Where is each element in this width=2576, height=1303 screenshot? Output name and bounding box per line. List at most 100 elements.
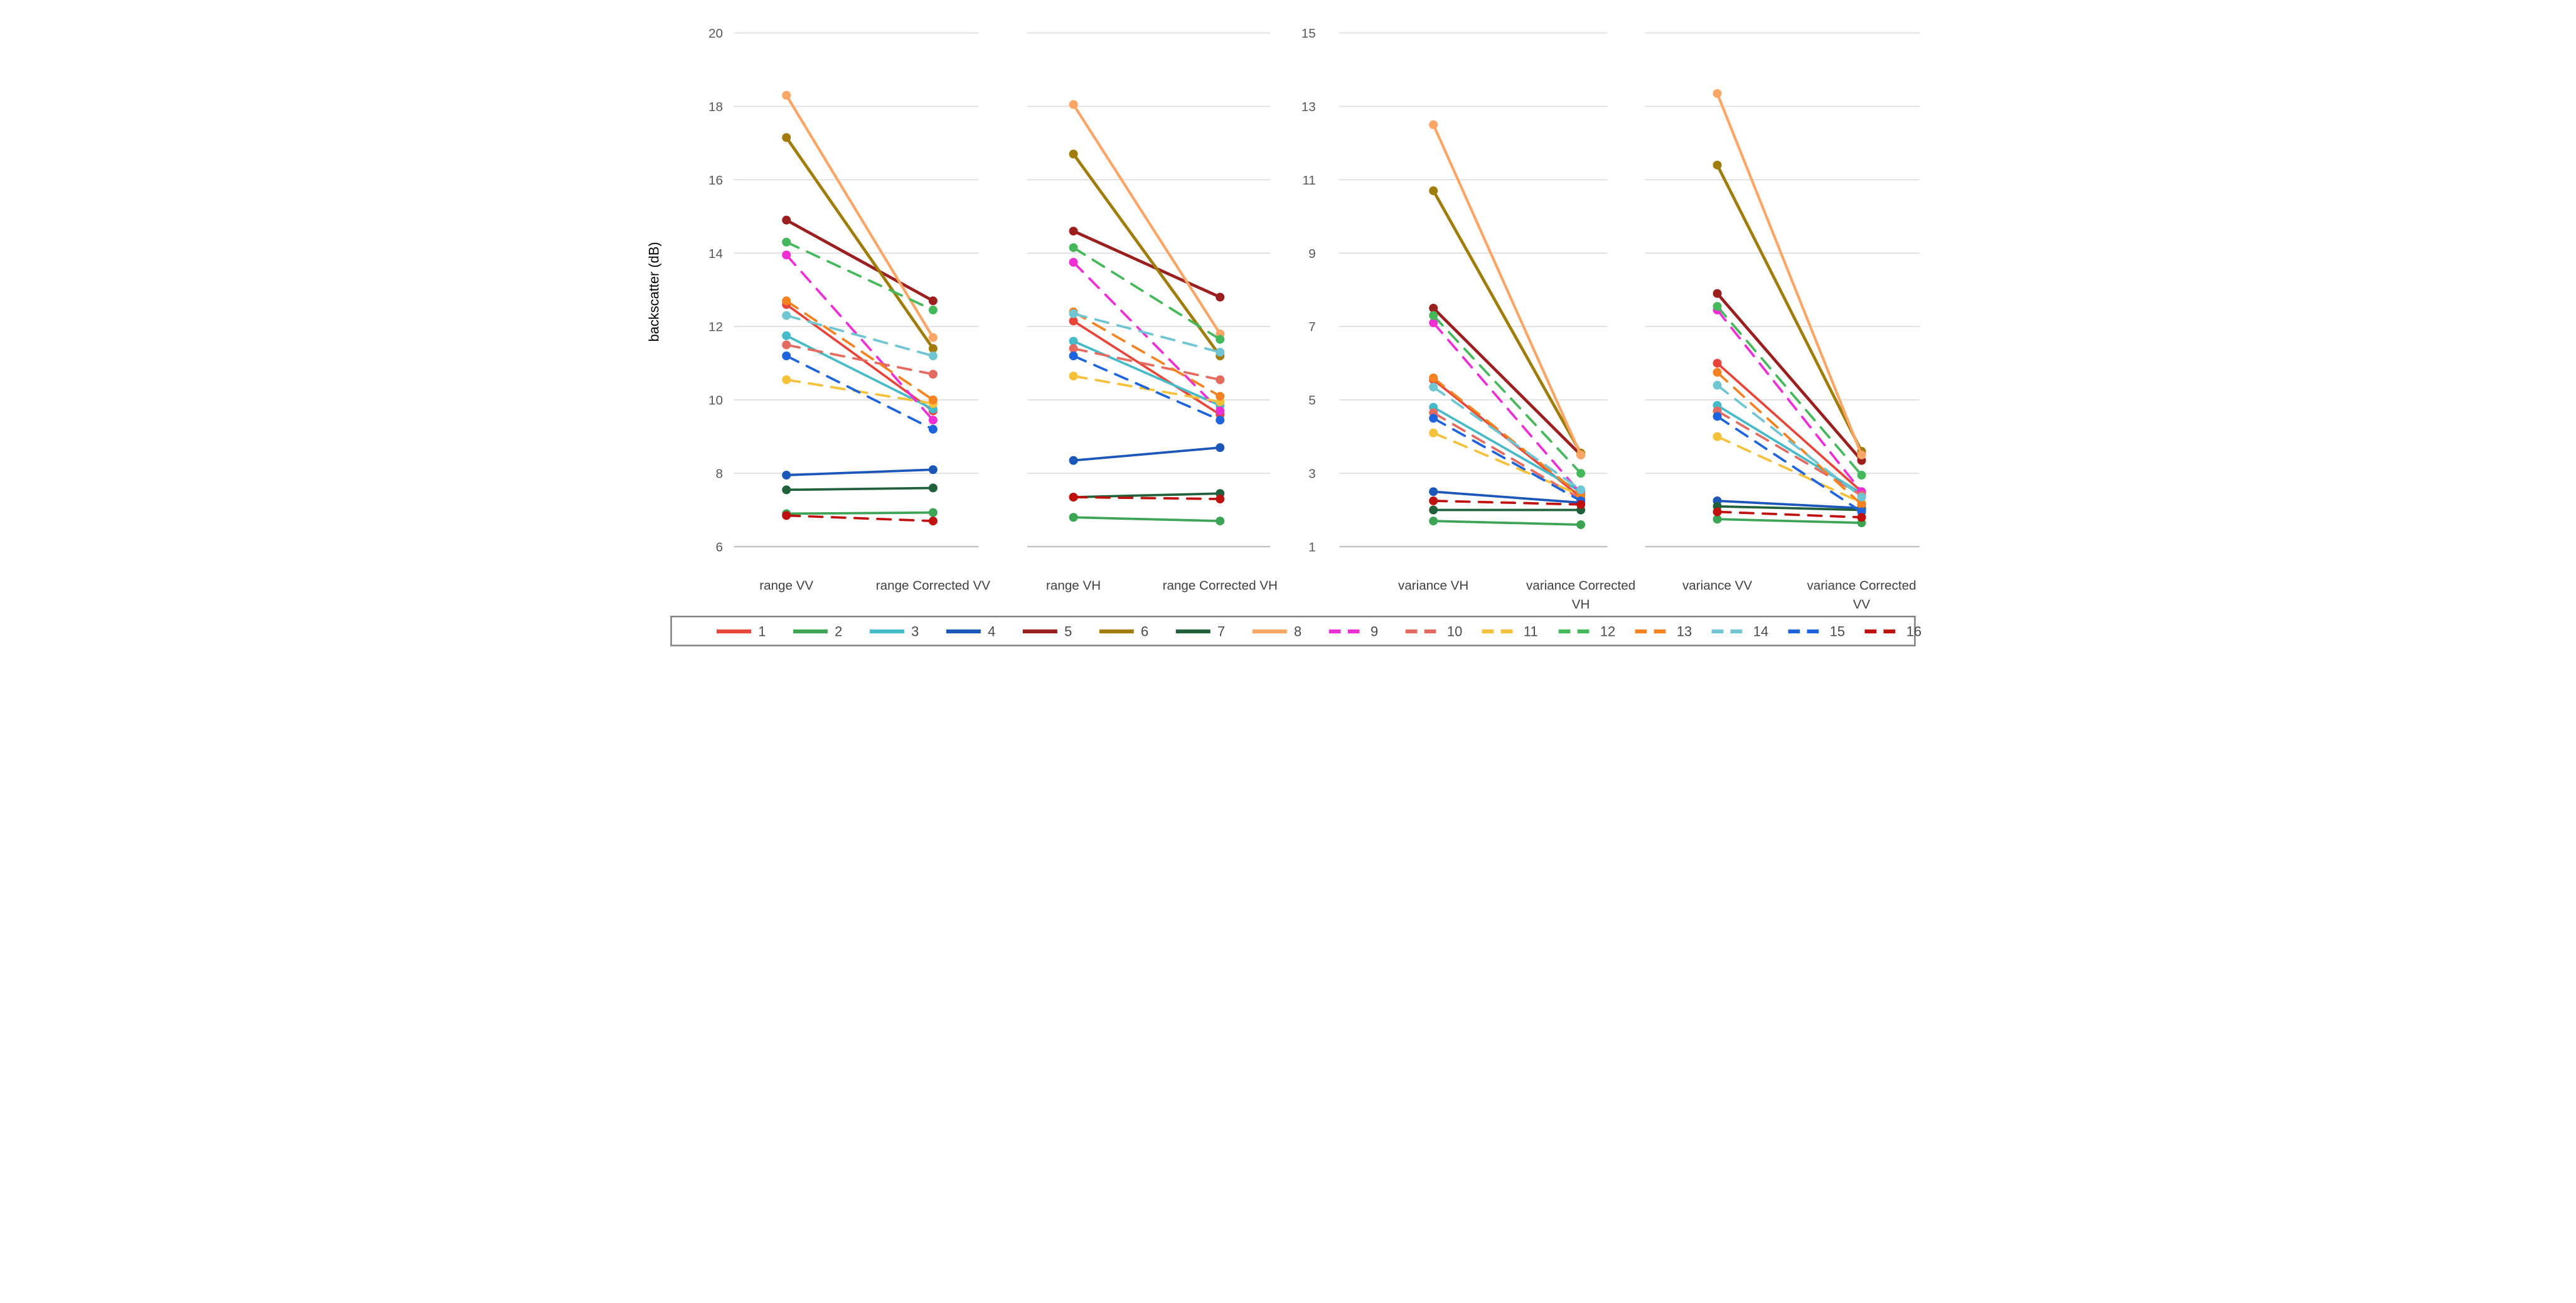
series-7-line-range-vv [784,486,934,491]
series-13-point-range-vh-1 [1215,392,1224,401]
series-10-point-range-vv-0 [781,340,791,350]
series-1-point-variance-vv-0 [1713,358,1722,368]
legend-item-12: 12 [1558,623,1615,639]
series-11-point-variance-vh-0 [1428,428,1438,437]
series-5 [781,215,1866,465]
series-5-line-variance-vv [1715,292,1863,463]
legend-item-13: 13 [1635,623,1692,639]
x-label-range-vv-col0: range VV [759,579,813,593]
legend-label-1: 1 [758,623,766,639]
series-14 [781,309,1866,502]
series-2-point-range-vv-1 [928,508,938,517]
series-15-point-range-vh-1 [1215,416,1224,425]
series-14-point-variance-vv-1 [1857,493,1866,502]
series-4-line-range-vh [1072,446,1221,462]
series-4-point-range-vh-1 [1215,443,1224,453]
series-10-line-variance-vh [1431,411,1582,500]
series-12 [781,237,1866,480]
series-6-point-variance-vv-0 [1713,160,1722,169]
legend-item-4: 4 [946,623,995,639]
legend-item-10: 10 [1405,623,1462,639]
series-8-line-range-vh [1071,103,1221,336]
series-4-line-variance-vv [1716,500,1863,510]
series-11-point-variance-vv-0 [1713,432,1722,441]
series-6-line-variance-vh [1431,189,1583,455]
series-10-point-range-vh-1 [1215,375,1224,384]
x-label-variance-vh-col1-line1: VH [1571,598,1590,612]
series-12-point-range-vh-1 [1215,335,1224,344]
series-9-line-variance-vh [1431,321,1582,495]
legend-item-2: 2 [793,623,842,639]
series-2-point-variance-vv-0 [1713,515,1722,524]
series-10-line-variance-vv [1716,409,1863,497]
series-14-line-variance-vh [1431,385,1582,491]
series-16 [781,493,1866,526]
legend-label-4: 4 [988,623,995,639]
series-13-line-variance-vv [1716,371,1863,506]
series-16-line-range-vv [784,514,934,522]
series-8-point-variance-vv-1 [1857,450,1866,459]
series-15 [781,351,1866,517]
series-8-point-range-vv-1 [928,333,938,342]
series-3-line-range-vv [784,334,934,410]
series-4 [781,443,1866,513]
legend-item-14: 14 [1711,623,1768,639]
series-12-point-variance-vv-0 [1713,302,1722,311]
series-4-point-range-vh-0 [1069,456,1078,465]
series-8-line-range-vv [784,94,934,339]
series-13-point-range-vv-1 [928,395,938,405]
legend-box [670,615,1916,646]
series-8 [781,88,1866,459]
series-12-line-variance-vh [1431,314,1582,475]
series-13 [781,296,1866,509]
series-15-point-range-vh-0 [1069,351,1078,360]
legend-label-13: 13 [1676,623,1691,639]
series-11 [781,372,1866,507]
legend-item-9: 9 [1328,623,1378,639]
y-tick-db-8: 8 [715,467,722,481]
legend-item-1: 1 [716,623,766,639]
series-10-point-range-vh-0 [1069,344,1078,353]
series-11-line-variance-vh [1431,431,1582,497]
legend-item-16: 16 [1864,623,1921,639]
series-7-point-variance-vh-0 [1428,505,1438,515]
legend-label-10: 10 [1446,623,1462,639]
series-13-point-variance-vv-0 [1713,368,1722,377]
legend-label-7: 7 [1217,623,1225,639]
y-tick-var-5: 5 [1308,394,1315,408]
series-8-point-variance-vv-0 [1713,88,1722,98]
series-5-point-range-vv-0 [781,215,791,225]
series-13-line-range-vv [784,299,934,402]
series-9-line-variance-vv [1716,309,1863,493]
series-4-point-variance-vh-0 [1428,487,1438,496]
series-9-point-variance-vh-0 [1428,318,1438,328]
series-12-point-variance-vh-0 [1428,311,1438,320]
series-16-line-range-vh [1072,496,1221,500]
series-4-line-variance-vh [1431,490,1582,504]
series-16-point-variance-vh-0 [1428,496,1438,505]
series-5-point-variance-vh-0 [1428,303,1438,313]
series-4-line-range-vv [784,468,934,476]
legend-item-3: 3 [869,623,919,639]
legend-label-2: 2 [835,623,842,639]
series-3-line-range-vh [1072,340,1221,407]
legend-label-16: 16 [1906,623,1921,639]
series-14-point-variance-vh-0 [1428,382,1438,392]
series-10-line-range-vh [1072,347,1221,381]
series-12-line-range-vh [1072,246,1221,341]
series-15-point-range-vv-1 [928,424,938,434]
series-15-point-variance-vh-0 [1428,414,1438,423]
y-tick-var-3: 3 [1308,467,1315,481]
legend-label-6: 6 [1141,623,1148,639]
series-14-point-range-vv-1 [928,351,938,360]
series-16-point-range-vv-0 [781,511,791,520]
series-6-point-range-vh-0 [1069,149,1078,159]
series-14-point-variance-vh-1 [1576,485,1585,495]
series-10-line-range-vv [784,343,934,376]
series-6-point-range-vv-1 [928,344,938,353]
series-2-point-range-vh-1 [1215,517,1224,526]
gridlines: 20 18 16 14 12 10 8 6 15 13 11 9 7 5 3 1 [708,26,1316,555]
legend-label-5: 5 [1064,623,1072,639]
series-3-point-range-vv-0 [781,331,791,340]
series-12-line-variance-vv [1716,305,1863,476]
